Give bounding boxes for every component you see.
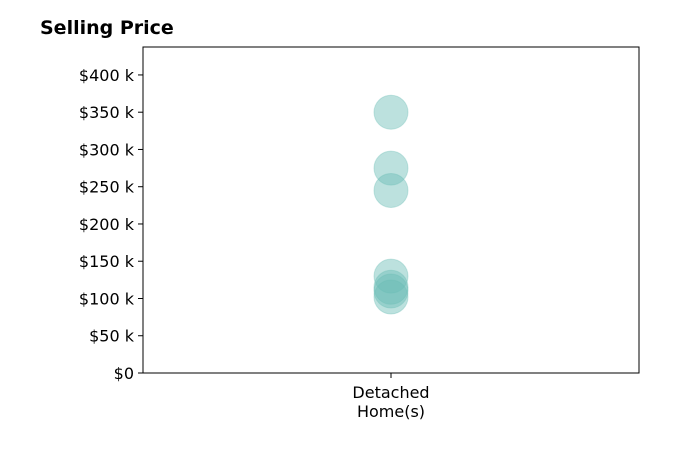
- data-point: [373, 150, 409, 186]
- y-tick-label: $150 k: [79, 252, 135, 271]
- y-tick-label: $0: [114, 364, 134, 383]
- data-point: [373, 258, 409, 294]
- y-tick-label: $100 k: [79, 289, 135, 308]
- x-tick-label: Detached Home(s): [352, 383, 429, 421]
- data-point: [373, 273, 409, 309]
- y-tick-label: $200 k: [79, 215, 135, 234]
- y-tick-label: $50 k: [89, 327, 135, 346]
- x-tick-label-line: Home(s): [357, 402, 425, 421]
- data-point: [373, 94, 409, 130]
- data-point: [373, 269, 409, 305]
- y-tick-label: $250 k: [79, 178, 135, 197]
- y-tick-label: $400 k: [79, 66, 135, 85]
- chart-title: Selling Price: [40, 17, 174, 39]
- y-axis: $0 $50 k $100 k $150 k $200 k $250 k $300 k $35…: [79, 66, 143, 383]
- y-tick-label: $300 k: [79, 140, 135, 159]
- data-point: [373, 172, 409, 208]
- x-axis: Detached Home(s): [352, 373, 430, 421]
- data-point: [373, 279, 409, 315]
- points-layer: [373, 94, 409, 315]
- y-tick-label: $350 k: [79, 103, 135, 122]
- x-tick-label-line: Detached: [352, 383, 429, 402]
